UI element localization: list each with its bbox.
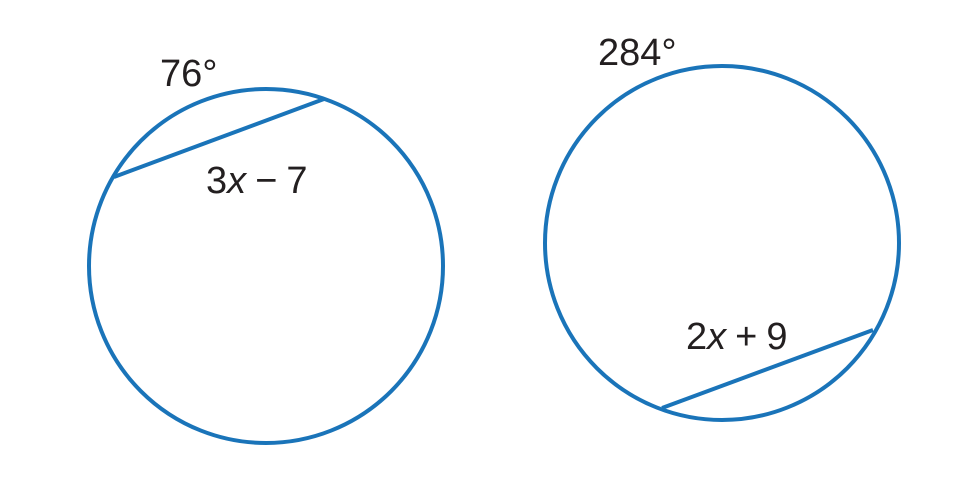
right-chord-constant: 9 [766, 316, 787, 358]
left-chord-constant: 7 [286, 160, 307, 202]
left-chord-operator: − [255, 160, 277, 202]
right-diagram: 284° 2x +9 [543, 32, 901, 422]
left-chord [113, 97, 325, 179]
right-chord-variable: x [705, 316, 728, 358]
left-circle [87, 87, 445, 445]
right-circle [543, 64, 901, 422]
left-arc-measure-label: 76° [160, 53, 217, 95]
right-arc-measure-label: 284° [598, 32, 677, 74]
right-chord-operator: + [735, 316, 757, 358]
left-chord-length-label: 3x −7 [206, 160, 307, 202]
left-chord-variable: x [225, 160, 248, 202]
left-diagram: 76° 3x −7 [87, 53, 445, 445]
left-chord-coefficient: 3 [206, 160, 227, 202]
right-chord [661, 328, 874, 410]
right-chord-length-label: 2x +9 [686, 316, 787, 358]
right-chord-coefficient: 2 [686, 316, 707, 358]
